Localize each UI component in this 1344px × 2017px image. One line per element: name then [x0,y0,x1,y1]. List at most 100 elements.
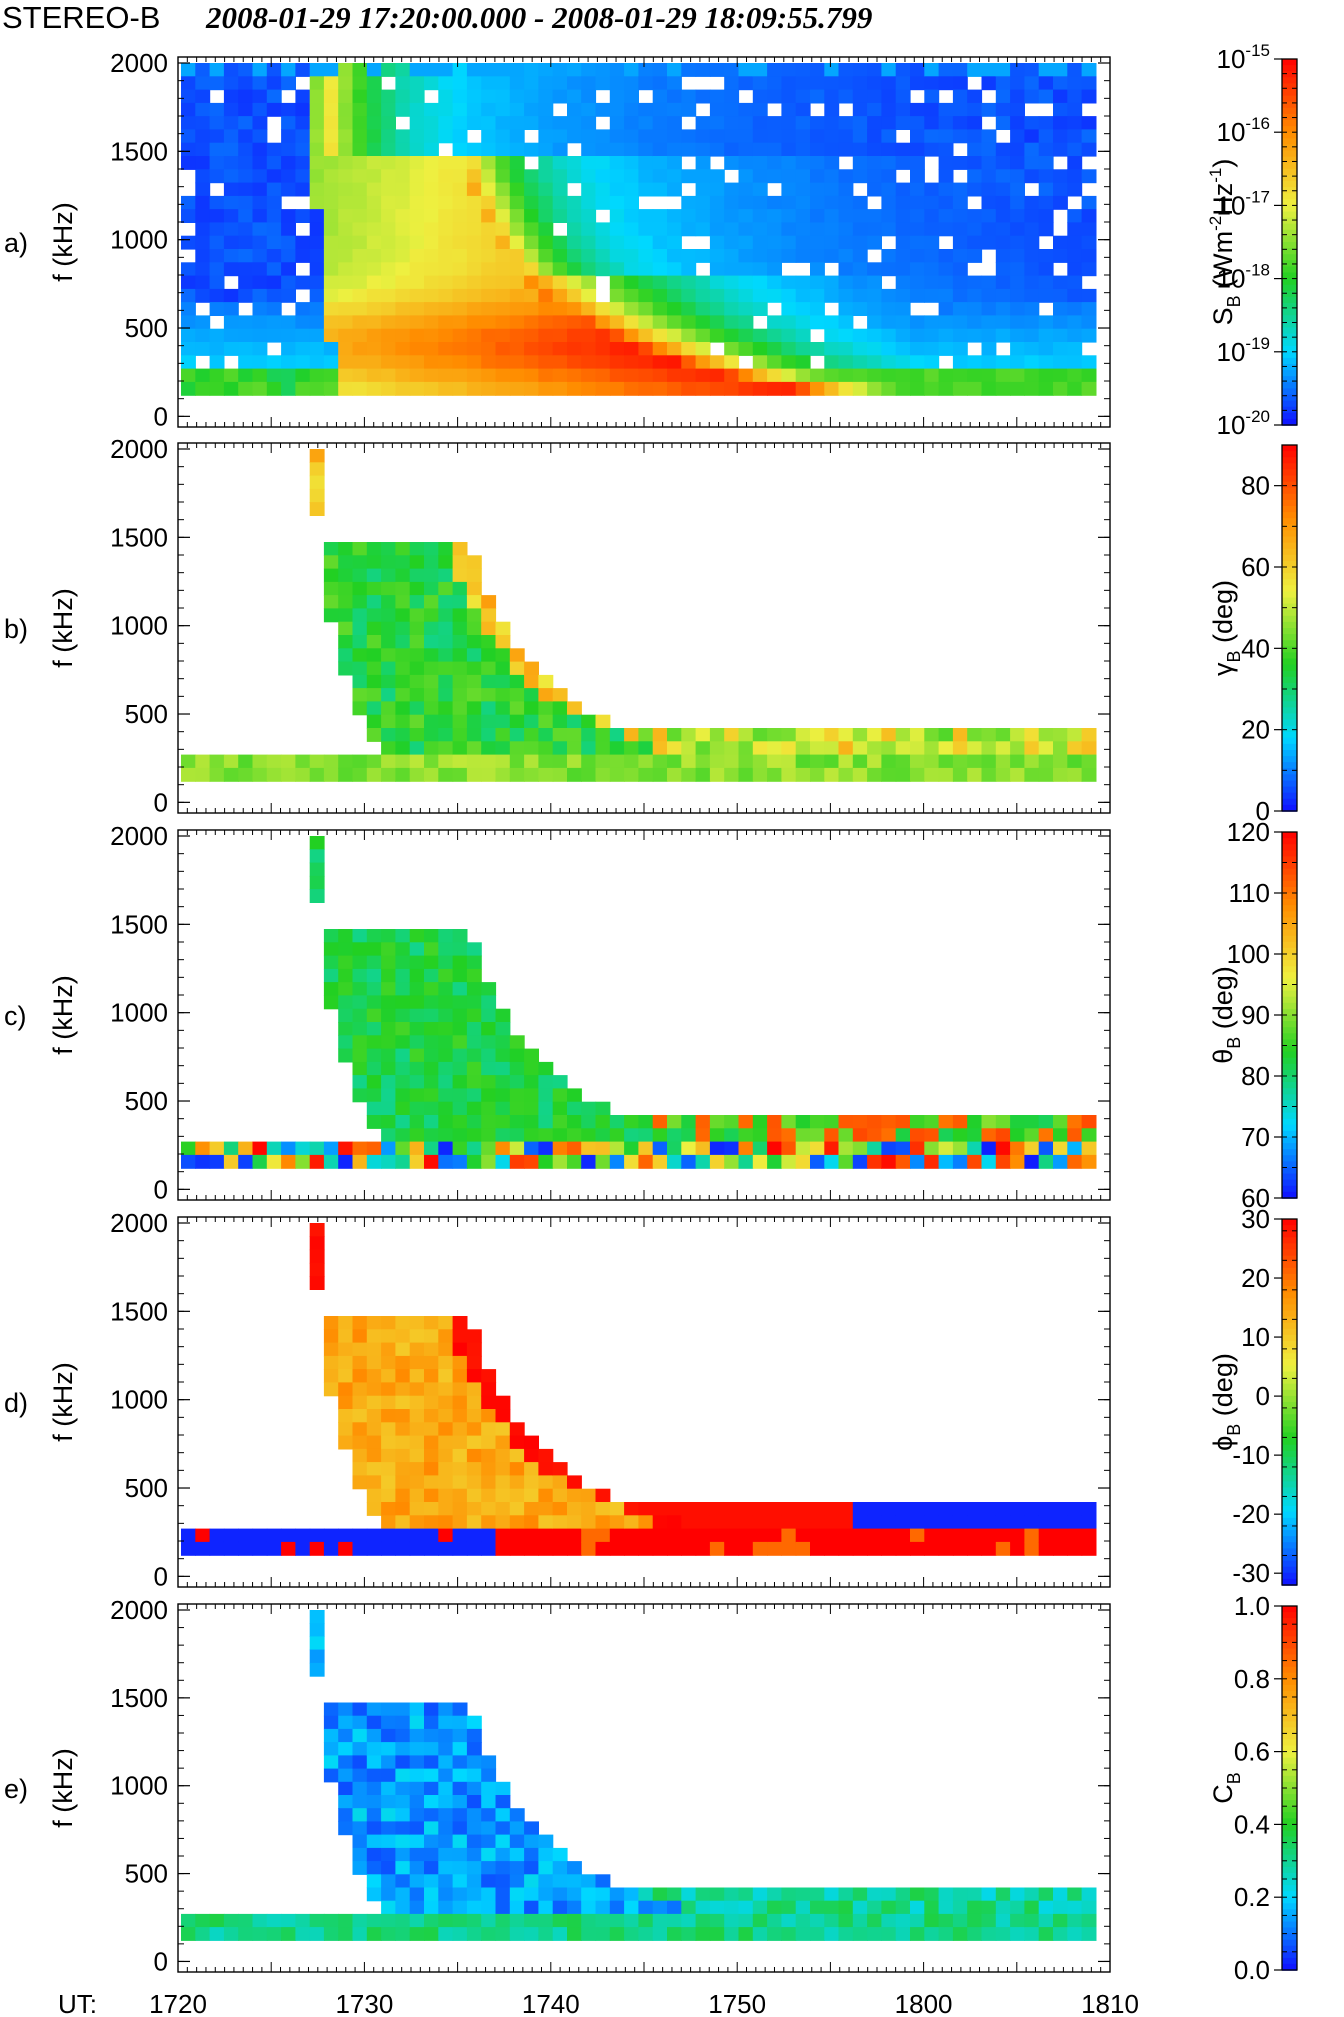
heatmap-cell [552,701,568,716]
heatmap-cell [409,1528,425,1543]
heatmap-cell [810,142,825,157]
heatmap-cell [1038,728,1054,742]
heatmap-cell [738,116,754,130]
heatmap-cell [323,1154,339,1169]
heatmap-cell [381,754,396,769]
heatmap-cell [609,1541,625,1556]
heatmap-cell [767,1927,782,1941]
heatmap-cell [595,1115,611,1129]
heatmap-cell [495,1075,511,1089]
heatmap-cell [452,1316,468,1330]
heatmap-cell [381,955,396,970]
heatmap-cell [409,315,425,330]
heatmap-cell [381,275,396,290]
heatmap-cell [323,342,339,356]
heatmap-cell [438,661,454,676]
panel-letter: b) [4,614,28,644]
heatmap-cell [223,156,239,170]
heatmap-cell [252,328,268,343]
heatmap-cell [338,182,354,197]
heatmap-cell [381,1048,396,1063]
heatmap-cell [381,767,396,782]
heatmap-cell [1010,1515,1025,1530]
heatmap-cell [338,1141,354,1156]
heatmap-cell [795,1913,811,1928]
heatmap-cell [795,302,811,316]
heatmap-cell [995,182,1011,197]
heatmap-cell [895,1502,911,1516]
heatmap-cell [767,1528,782,1543]
heatmap-cell [910,76,925,91]
heatmap-cell [452,1742,468,1756]
heatmap-cell [624,116,639,130]
y-tick-label: 500 [125,1473,168,1503]
heatmap-cell [495,1141,511,1156]
heatmap-cell [1024,262,1040,277]
heatmap-cell [281,169,296,184]
colorbar-segment [1282,530,1297,538]
heatmap-cell [509,63,525,77]
heatmap-cell [381,1342,396,1357]
colorbar-segment [1282,309,1297,316]
heatmap-cell [795,1154,811,1169]
heatmap-cell [938,76,954,91]
heatmap-cell [395,1115,411,1129]
heatmap-cell [424,542,439,556]
heatmap-cell [1081,222,1097,237]
heatmap-cell [409,1409,425,1423]
colorbar-tick-label: 10-17 [1217,187,1271,220]
heatmap-cell [481,1035,497,1050]
heatmap-cell [452,1715,468,1730]
heatmap-cell [1038,222,1054,237]
heatmap-cell [381,741,396,756]
heatmap-cell [895,1515,911,1530]
heatmap-cell [767,368,782,383]
heatmap-cell [609,1128,625,1143]
heatmap-cell [795,315,811,330]
heatmap-cell [495,315,511,330]
heatmap-cell [438,955,454,970]
heatmap-cell [409,714,425,729]
heatmap-cell [395,1488,411,1503]
heatmap-cell [1010,368,1025,383]
heatmap-cell [424,1834,439,1849]
colorbar-tick-label: 20 [1241,715,1270,745]
heatmap-cell [495,222,511,237]
heatmap-cell [438,1502,454,1516]
heatmap-cell [481,1008,497,1023]
heatmap-cell [481,195,497,210]
heatmap-cell [824,1115,840,1129]
heatmap-cell [352,315,368,330]
heatmap-cell [509,89,525,104]
heatmap-cell [981,1154,997,1169]
heatmap-cell [366,1395,382,1410]
heatmap-cell [323,929,339,943]
heatmap-cell [323,1329,339,1344]
heatmap-cell [1038,209,1054,223]
heatmap-cell [681,1900,697,1915]
heatmap-cell [352,1781,368,1796]
heatmap-cell [581,728,597,742]
heatmap-cell [910,142,925,157]
heatmap-cell [323,328,339,343]
heatmap-cell [724,76,740,91]
heatmap-cell [395,195,411,210]
heatmap-cell [366,222,382,237]
y-axis-label: f (kHz) [48,1748,78,1827]
heatmap-cell [852,102,868,117]
heatmap-cell [181,1154,196,1169]
heatmap-cell [652,1900,668,1915]
heatmap-cell [466,1355,482,1370]
heatmap-cell [352,381,368,396]
colorbar-segment [1282,1057,1297,1065]
heatmap-cell [509,1422,525,1437]
heatmap-cell [838,249,854,263]
heatmap-cell [309,315,325,330]
heatmap-cell [266,209,282,223]
heatmap-cell [867,116,882,130]
heatmap-cell [352,1847,368,1862]
colorbar-segment [1282,1739,1297,1747]
heatmap-cell [624,102,639,117]
heatmap-cell [1067,169,1083,184]
